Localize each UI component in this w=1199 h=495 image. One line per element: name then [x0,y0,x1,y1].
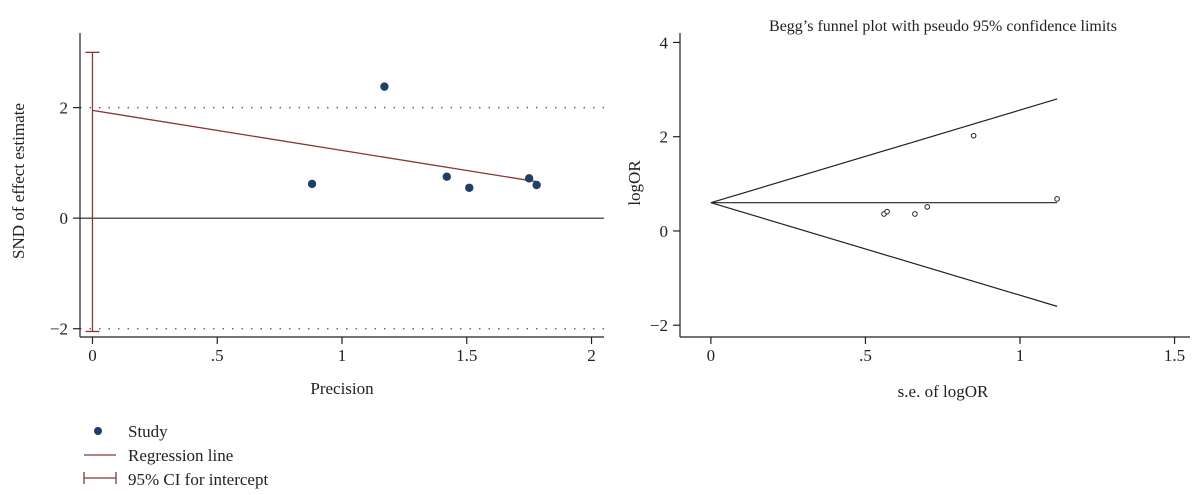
y-tick-label: 4 [660,33,669,52]
study-point [465,183,474,192]
x-tick-label: 0 [707,346,716,365]
study-point [912,211,918,217]
y-axis-ticks: −2 0 2 4 [650,33,680,335]
x-tick-label: 1 [1016,346,1025,365]
study-point [380,82,389,91]
x-tick-label: .5 [859,346,872,365]
study-point [884,208,890,215]
study-point [532,180,541,190]
reference-lines [80,106,604,330]
legend-ci-label: 95% CI for intercept [128,470,268,489]
y-tick-label: 2 [60,99,69,118]
egger-plot: 0 .5 1 1.5 2 −2 0 2 Precision SND of effect es… [9,33,604,398]
x-tick-label: .5 [211,346,224,365]
x-axis-title: Precision [310,379,374,398]
x-tick-label: 1.5 [1164,346,1185,365]
legend-regression-label: Regression line [128,446,233,465]
x-axis-title: s.e. of logOR [898,382,989,401]
legend-item-study: Study [94,422,168,441]
study-point [924,204,931,210]
legend-item-regression: Regression line [84,446,233,465]
legend-study-marker [94,427,102,435]
study-point [970,132,977,139]
chart-title: Begg’s funnel plot with pseudo 95% confi… [769,18,1117,35]
x-tick-label: 0 [88,346,97,365]
funnel-lower-limit [710,202,1058,307]
y-axis-ticks: −2 0 2 [50,99,80,339]
y-tick-label: 0 [660,222,669,241]
y-tick-label: −2 [50,320,68,339]
regression-line [92,109,537,183]
plot-series [85,51,541,333]
study-point [442,172,451,181]
y-tick-label: −2 [650,316,668,335]
y-tick-label: 2 [660,128,669,147]
study-point [307,179,317,189]
x-axis-ticks: 0 .5 1 1.5 2 [88,337,596,365]
x-tick-label: 1.5 [456,346,477,365]
funnel-upper-limit [710,98,1058,204]
legend-study-label: Study [128,422,168,441]
plot-series [710,98,1060,307]
x-axis-ticks: 0 .5 1 1.5 [707,337,1185,365]
begg-funnel-plot: Begg’s funnel plot with pseudo 95% confi… [625,18,1190,401]
study-point [524,174,534,183]
x-tick-label: 2 [587,346,596,365]
x-tick-label: 1 [338,346,347,365]
legend: Study Regression line 95% CI for interce… [83,422,268,489]
y-axis-title: SND of effect estimate [9,103,28,259]
y-axis-title: logOR [625,160,644,206]
study-point [1054,196,1060,202]
legend-item-ci: 95% CI for intercept [83,470,268,489]
y-tick-label: 0 [60,209,69,228]
